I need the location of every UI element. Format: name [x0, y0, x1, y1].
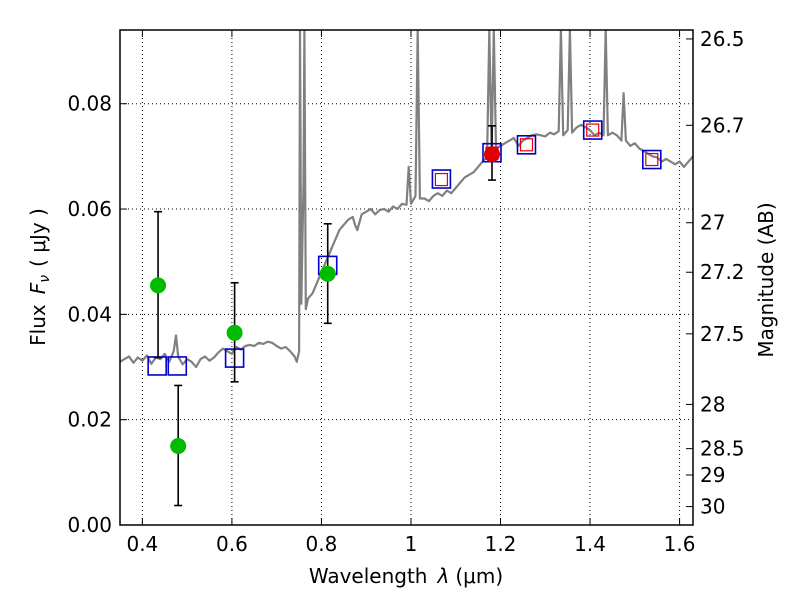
x-tick-label: 0.8 [306, 532, 338, 556]
red-square-marker [645, 152, 659, 167]
blue-square-marker [642, 149, 662, 170]
y-tick-label: 0.04 [67, 302, 112, 326]
blue-square-marker [147, 356, 167, 376]
blue-square-marker [516, 134, 537, 155]
green-circle-marker [150, 277, 167, 294]
red-square-marker [434, 172, 449, 187]
red-square-marker [519, 138, 534, 152]
x-tick-label: 0.4 [126, 532, 158, 556]
x-tick-label: 1 [405, 532, 418, 556]
y2-tick-label: 30 [700, 495, 725, 519]
blue-square-marker [582, 120, 603, 140]
x-tick-label: 1.2 [485, 532, 517, 556]
blue-square-marker [431, 169, 452, 189]
plot-area [120, 30, 693, 507]
model-sed-line [120, 30, 693, 369]
y2-tick-label: 27 [700, 211, 725, 235]
blue-square-marker [167, 356, 188, 376]
x-tick-label: 1.6 [664, 532, 696, 556]
x-tick-label: 1.4 [574, 532, 606, 556]
grid-lines [120, 30, 693, 526]
y2-tick-label: 29 [700, 463, 725, 487]
y-tick-label: 0.06 [67, 197, 112, 221]
y2-tick-label: 28 [700, 392, 725, 416]
green-circle-marker [226, 324, 243, 341]
axis-ticks [120, 30, 693, 526]
y-tick-label: 0.02 [67, 408, 112, 432]
green-circle-marker [170, 438, 187, 455]
tick-labels: 0.4 0.6 0.8 1 1.2 1.4 1.6 0.00 0.02 0.04 0.06 0.08 2… [67, 27, 744, 556]
green-circle-marker [319, 265, 336, 282]
y-axis-label: FluxFν( μJy ) [26, 208, 53, 346]
y-tick-label: 0.08 [67, 92, 112, 116]
y2-tick-label: 26.5 [700, 27, 745, 51]
y-tick-label: 0.00 [67, 513, 112, 537]
x-axis-label: Wavelength λ (μm) [309, 564, 503, 588]
y2-tick-label: 26.7 [700, 113, 745, 137]
red-square-marker [586, 123, 600, 137]
y2-tick-label: 28.5 [700, 437, 745, 461]
y2-tick-label: 27.2 [700, 260, 745, 284]
red-circle-marker [484, 146, 501, 163]
y2-axis-label: Magnitude (AB) [754, 202, 778, 357]
plot-frame [119, 29, 694, 526]
x-tick-label: 0.6 [216, 532, 248, 556]
y2-tick-label: 27.5 [700, 322, 745, 346]
